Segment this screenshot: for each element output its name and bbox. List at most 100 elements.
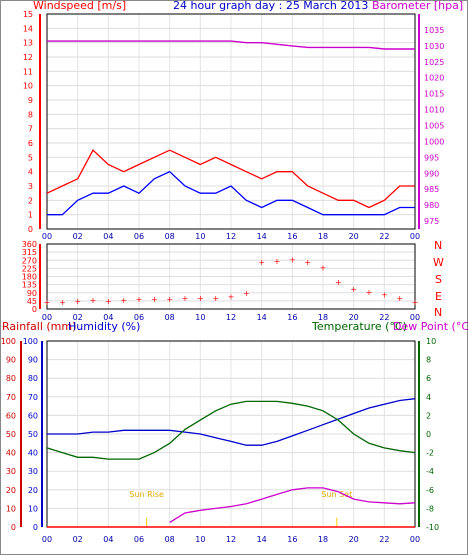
direction-point: + <box>228 292 235 301</box>
direction-point: + <box>366 288 373 297</box>
windspeed-tick: 14 <box>23 24 33 33</box>
direction-panel-x-tick: 22 <box>379 313 389 322</box>
wind-panel-x-tick: 22 <box>379 232 389 241</box>
wind-panel-x-tick: 10 <box>195 232 205 241</box>
direction-point: + <box>335 278 342 287</box>
humidity-tick: 50 <box>28 430 38 439</box>
climate-panel-x-tick: 10 <box>195 535 205 544</box>
direction-tick: 270 <box>22 256 37 265</box>
temperature-tick: -2 <box>426 449 434 458</box>
windspeed-tick: 10 <box>23 82 33 91</box>
barometer-tick: 1005 <box>424 121 444 130</box>
temperature-tick: -6 <box>426 486 434 495</box>
temperature-tick: -10 <box>426 523 439 532</box>
direction-tick: 0 <box>32 305 37 314</box>
windspeed-tick: 12 <box>23 53 33 62</box>
windspeed-tick: 8 <box>28 110 33 119</box>
direction-panel-x-tick: 18 <box>318 313 328 322</box>
direction-panel-x-tick: 04 <box>103 313 113 322</box>
climate-panel-x-tick: 18 <box>318 535 328 544</box>
wind-panel-x-tick: 00 <box>410 232 420 241</box>
compass-n-top: N <box>434 239 442 252</box>
climate-panel-x-tick: 12 <box>226 535 236 544</box>
humidity-tick: 80 <box>28 374 38 383</box>
dewpoint-axis-label: Dew Point (°C) <box>393 320 468 333</box>
wind-panel-x-tick: 16 <box>287 232 297 241</box>
direction-tick: 360 <box>22 240 37 249</box>
windspeed-tick: 6 <box>28 139 33 148</box>
direction-point: + <box>258 258 265 267</box>
temperature-tick: 8 <box>426 356 431 365</box>
average-series-line <box>47 170 415 216</box>
direction-point: + <box>412 298 419 307</box>
humidity-tick: 90 <box>28 356 38 365</box>
barometer-tick: 1020 <box>424 74 444 83</box>
rainfall-tick: 60 <box>6 411 16 420</box>
rainfall-tick: 40 <box>6 449 16 458</box>
barometer-tick: 990 <box>424 169 439 178</box>
windspeed-tick: 15 <box>23 10 33 19</box>
windspeed-tick: 5 <box>28 153 33 162</box>
barometer-tick: 975 <box>424 217 439 226</box>
direction-panel-x-tick: 06 <box>134 313 144 322</box>
barometer-axis-label: Barometer [hpa] <box>372 0 463 12</box>
direction-point: + <box>105 297 112 306</box>
direction-panel-x-tick: 02 <box>73 313 83 322</box>
barometer-tick: 1015 <box>424 90 444 99</box>
barometer-tick: 1025 <box>424 58 444 67</box>
climate-panel-x-tick: 00 <box>410 535 420 544</box>
direction-point: + <box>289 255 296 264</box>
climate-panel-x-tick: 06 <box>134 535 144 544</box>
wind-panel-x-tick: 04 <box>103 232 113 241</box>
compass-w: W <box>433 256 444 269</box>
direction-point: + <box>120 296 127 305</box>
wind-panel-x-tick: 14 <box>257 232 267 241</box>
humidity-tick: 100 <box>23 337 38 346</box>
humidity-tick: 70 <box>28 393 38 402</box>
humidity-tick: 20 <box>28 486 38 495</box>
temperature-tick: -4 <box>426 467 434 476</box>
direction-panel-x-tick: 00 <box>410 313 420 322</box>
rainfall-tick: 90 <box>6 356 16 365</box>
direction-point: + <box>197 294 204 303</box>
rainfall-tick: 30 <box>6 467 16 476</box>
direction-point: + <box>182 294 189 303</box>
direction-point: + <box>381 291 388 300</box>
wind-panel-x-tick: 06 <box>134 232 144 241</box>
windspeed-tick: 0 <box>28 225 33 234</box>
humidity-tick: 30 <box>28 467 38 476</box>
humidity-tick: 0 <box>33 523 38 532</box>
direction-point: + <box>274 257 281 266</box>
temperature-tick: 10 <box>426 337 436 346</box>
windspeed-series-line <box>46 149 415 209</box>
compass-s: S <box>435 273 442 286</box>
rainfall-tick: 80 <box>6 374 16 383</box>
windspeed-axis-label: Windspeed [m/s] <box>33 0 126 12</box>
rainfall-tick: 20 <box>6 486 16 495</box>
humidity-axis-label: Humidity (%) <box>68 320 140 333</box>
climate-panel-x-tick: 20 <box>349 535 359 544</box>
rainfall-tick: 50 <box>6 430 16 439</box>
wind-panel-x-tick: 08 <box>165 232 175 241</box>
direction-panel-x-tick: 00 <box>42 313 52 322</box>
climate-panel-x-tick: 00 <box>42 535 52 544</box>
sunrise-label: Sun Rise <box>129 490 164 499</box>
wind-panel-x-tick: 02 <box>73 232 83 241</box>
direction-tick: 180 <box>22 273 37 282</box>
climate-panel-x-tick: 16 <box>287 535 297 544</box>
direction-tick: 315 <box>22 248 37 257</box>
windspeed-tick: 13 <box>23 39 33 48</box>
direction-point: + <box>151 295 158 304</box>
humidity-series-line <box>47 398 416 446</box>
direction-tick: 45 <box>27 297 37 306</box>
windspeed-tick: 1 <box>28 211 33 220</box>
direction-tick: 225 <box>22 264 37 273</box>
rainfall-tick: 0 <box>11 523 16 532</box>
direction-point: + <box>59 298 66 307</box>
direction-point: + <box>350 285 357 294</box>
climate-panel-x-tick: 02 <box>73 535 83 544</box>
climate-panel-x-tick: 14 <box>257 535 267 544</box>
windspeed-tick: 11 <box>23 67 33 76</box>
